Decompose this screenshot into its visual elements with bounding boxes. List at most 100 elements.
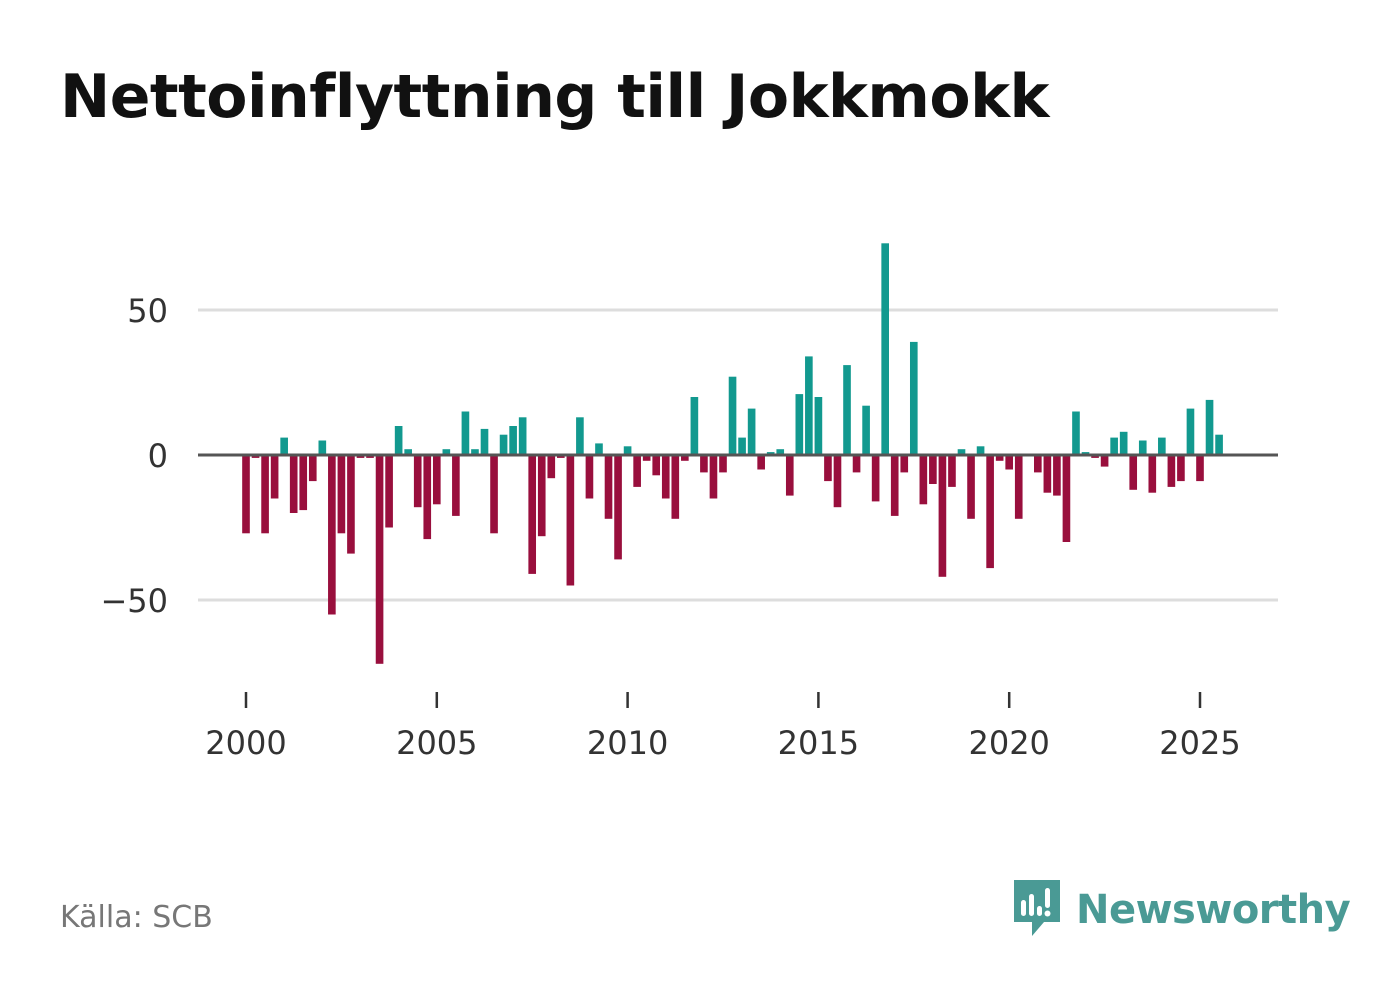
bar <box>681 455 689 461</box>
bar <box>747 408 756 455</box>
bar-chart: 50 0 −50 2000 2005 2010 2015 2020 2025 <box>100 243 1278 762</box>
bar <box>900 455 909 473</box>
bar <box>661 455 670 499</box>
bar <box>957 449 966 455</box>
bar <box>967 455 975 519</box>
bar <box>280 437 288 455</box>
bar <box>671 455 680 519</box>
bar <box>909 341 918 455</box>
bar <box>1062 455 1071 542</box>
bar <box>1119 431 1128 455</box>
bar <box>785 455 794 496</box>
bar <box>1167 455 1176 487</box>
bar <box>948 455 956 487</box>
bar <box>738 437 746 455</box>
bar <box>347 455 355 554</box>
bar <box>833 455 842 508</box>
bar <box>289 455 298 513</box>
bar <box>1205 399 1214 455</box>
bar <box>394 426 403 455</box>
bar <box>242 455 250 534</box>
bar <box>576 417 584 455</box>
bar <box>1034 455 1042 473</box>
source-label: Källa: SCB <box>60 900 213 935</box>
bar <box>1129 455 1138 490</box>
bar <box>852 455 861 473</box>
x-tick-label: 2020 <box>968 724 1049 762</box>
bar <box>633 455 641 487</box>
bar <box>432 455 441 505</box>
bar <box>499 434 508 455</box>
bar <box>976 446 985 455</box>
brand[interactable]: Newsworthy <box>1010 878 1351 942</box>
bar <box>1005 455 1014 470</box>
bar <box>566 455 575 586</box>
bar <box>871 455 880 502</box>
bar <box>700 455 708 473</box>
bar <box>614 455 622 560</box>
newsworthy-logo-icon <box>1010 878 1064 942</box>
x-tick-label: 2005 <box>396 724 477 762</box>
bar <box>537 455 546 537</box>
bar <box>1053 455 1061 496</box>
bar <box>795 394 804 455</box>
bar <box>1148 455 1157 493</box>
y-tick-label: −50 <box>100 582 168 620</box>
bar <box>299 455 308 511</box>
bar <box>328 455 336 615</box>
bar <box>423 455 432 540</box>
bar <box>1138 440 1147 455</box>
bar <box>1100 455 1109 467</box>
bar <box>776 449 785 455</box>
y-tick-label: 50 <box>127 292 168 330</box>
bar <box>509 426 517 455</box>
bar <box>261 455 269 534</box>
bar <box>805 356 813 455</box>
bar <box>461 411 470 455</box>
bar <box>862 405 870 455</box>
x-tick-label: 2000 <box>205 724 286 762</box>
bar <box>518 417 527 455</box>
bar <box>1196 455 1204 482</box>
bar <box>595 443 603 455</box>
bar <box>623 446 632 455</box>
bar <box>528 455 537 574</box>
bar <box>995 455 1004 461</box>
bar <box>890 455 899 516</box>
bar <box>719 455 727 473</box>
bar <box>757 455 765 470</box>
bar <box>585 455 594 499</box>
bar <box>938 455 947 577</box>
bar <box>824 455 832 482</box>
bar <box>604 455 613 519</box>
bar <box>1215 434 1223 455</box>
bar <box>471 449 479 455</box>
bar <box>1014 455 1023 519</box>
bar <box>642 455 651 461</box>
bar <box>1072 411 1080 455</box>
bar <box>728 376 737 455</box>
bar <box>490 455 498 534</box>
bar <box>814 397 823 455</box>
bar <box>270 455 279 499</box>
x-tick-label: 2025 <box>1159 724 1240 762</box>
bar <box>413 455 422 508</box>
bar <box>919 455 928 505</box>
bar <box>442 449 451 455</box>
bar <box>375 455 384 664</box>
y-tick-label: 0 <box>148 437 168 475</box>
x-tick-label: 2010 <box>587 724 668 762</box>
bar <box>452 455 460 516</box>
bar <box>318 440 327 455</box>
bar <box>547 455 556 479</box>
bar <box>881 243 889 455</box>
bar <box>1158 437 1166 455</box>
chart-title: Nettoinflyttning till Jokkmokk <box>60 62 1049 132</box>
bar <box>1186 408 1195 455</box>
bar <box>404 449 412 455</box>
bar <box>986 455 994 569</box>
bar <box>308 455 317 482</box>
bar <box>385 455 393 528</box>
bar <box>929 455 937 484</box>
bar <box>843 365 851 455</box>
